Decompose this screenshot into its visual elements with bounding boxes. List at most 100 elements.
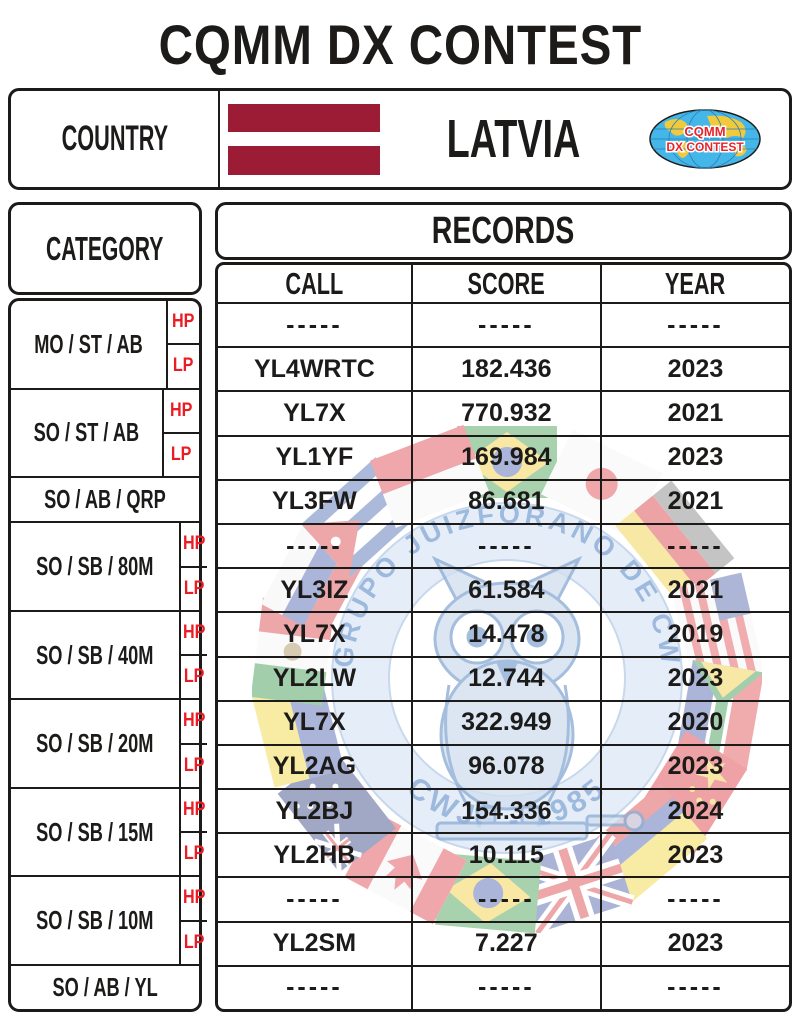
year-value: 2019 [667,619,724,648]
power-label: HP [182,798,206,820]
cell-score: 182.436 [410,348,600,391]
power-cell: LP [163,431,199,476]
call-value: YL2AG [272,752,357,781]
score-value: 61.584 [468,575,545,604]
year-value: 2023 [667,664,724,693]
table-row: YL4WRTC 182.436 2023 [218,346,789,391]
cell-score: 14.478 [410,613,600,656]
cell-year: 2020 [599,701,789,744]
cell-call: YL3IZ [218,569,411,611]
column-header-score-label: SCORE [467,265,545,301]
call-value: YL1YF [275,443,354,472]
cell-call: YL7X [218,702,411,744]
power-cell: LP [180,831,208,875]
year-value: 2020 [667,708,724,737]
cell-score: 86.681 [410,480,600,523]
year-value: 2023 [667,840,724,869]
table-row: YL1YF 169.984 2023 [218,434,789,479]
power-cell: HP [181,877,207,919]
category-header-label: CATEGORY [46,229,164,267]
score-value: 154.336 [461,796,552,825]
score-value: 7.227 [475,929,538,958]
year-value: 2023 [667,443,724,472]
cell-year: 2023 [599,657,789,700]
cell-score: ----- [410,878,600,921]
power-column: HP LP [161,389,199,476]
power-label: HP [170,399,193,421]
call-value: ----- [286,531,343,560]
cell-call: YL2SM [218,923,411,965]
cell-year: 2023 [599,348,789,391]
year-value: ----- [667,973,724,1002]
power-cell: LP [168,343,199,387]
title-bar: CQMM DX CONTEST [0,4,800,84]
table-row: YL2AG 96.078 2023 [218,743,789,789]
score-value: 169.984 [461,443,552,472]
score-value: 86.681 [468,487,545,516]
country-name-wrap: LATVIA [380,108,647,170]
cell-score: ----- [410,524,600,568]
call-value: YL7X [283,619,346,648]
cell-year: 2021 [599,569,789,612]
table-row: YL7X 14.478 2019 [218,611,789,656]
records-table: CALL SCORE YEAR ----- ----- ----- YL4WRT… [215,262,792,1012]
year-value: ----- [667,310,724,339]
country-name: LATVIA [446,109,581,169]
power-cell: HP [181,612,207,654]
category-rows: MO / ST / AB HP LP SO / ST / AB HP LP SO /… [8,298,208,1012]
category-label-cell: SO / SB / 40M [11,612,179,699]
score-value: ----- [478,973,535,1002]
cell-call: YL7X [218,392,411,434]
records-header: RECORDS [215,202,792,260]
cell-call: YL4WRTC [218,348,411,390]
year-value: 2021 [667,398,724,427]
cell-score: 12.744 [410,657,600,700]
cell-score: 770.932 [410,392,600,435]
cell-score: ----- [410,966,600,1009]
category-label: SO / AB / QRP [44,484,166,515]
power-cell: LP [180,742,208,787]
category-group: SO / SB / 40M HP LP [11,609,208,699]
category-group: SO / SB / 15M HP LP [11,786,208,876]
year-value: 2023 [667,752,724,781]
power-column: HP LP [178,611,208,699]
cell-score: 322.949 [410,701,600,744]
table-row: YL7X 770.932 2021 [218,390,789,435]
category-label-cell: SO / SB / 80M [11,523,179,610]
power-cell: HP [164,390,199,432]
table-row: YL2BJ 154.336 2024 [218,788,789,833]
power-cell: HP [168,301,199,343]
call-value: YL2SM [272,929,357,958]
category-label: MO / ST / AB [34,328,143,359]
call-value: ----- [286,310,343,339]
year-value: ----- [667,531,724,560]
cell-year: ----- [599,878,789,921]
cell-year: ----- [599,304,789,347]
score-value: 96.078 [468,752,545,781]
latvia-flag [228,103,380,175]
category-group: SO / AB / QRP [11,476,199,521]
year-value: 2021 [667,575,724,604]
category-label-cell: SO / ST / AB [11,390,162,477]
call-value: YL7X [283,398,346,427]
power-column: HP LP [178,877,208,964]
year-value: 2023 [667,929,724,958]
year-value: 2021 [667,487,724,516]
power-label: LP [183,931,205,953]
column-header-call-label: CALL [285,265,344,301]
category-label: SO / SB / 15M [36,816,154,847]
call-value: ----- [286,885,343,914]
power-label: LP [183,577,205,599]
cell-score: 7.227 [410,922,600,965]
cell-year: ----- [599,966,789,1009]
cell-score: ----- [410,304,600,347]
table-row: YL2HB 10.115 2023 [218,832,789,877]
power-label: HP [182,887,206,909]
category-group: SO / ST / AB HP LP [11,387,199,477]
power-cell: LP [180,654,208,698]
call-value: YL2LW [272,664,357,693]
cell-call: YL2AG [218,746,411,788]
flag-band-red-top [228,103,380,132]
table-row: ----- ----- ----- [218,876,789,921]
